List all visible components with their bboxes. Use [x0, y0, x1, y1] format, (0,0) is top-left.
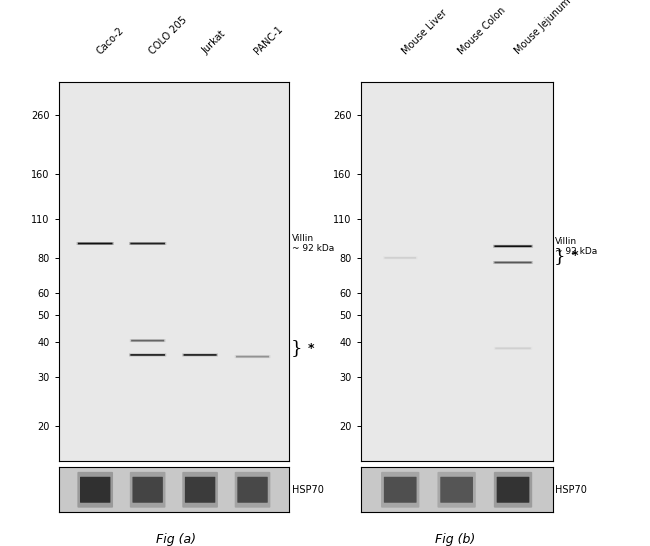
FancyBboxPatch shape [182, 472, 218, 508]
Text: Fig (b): Fig (b) [435, 533, 475, 546]
FancyBboxPatch shape [185, 477, 215, 503]
Text: Mouse Colon: Mouse Colon [457, 5, 508, 56]
FancyBboxPatch shape [384, 257, 416, 259]
FancyBboxPatch shape [131, 242, 165, 245]
Text: PANC-1: PANC-1 [253, 24, 285, 56]
FancyBboxPatch shape [237, 477, 268, 503]
Text: }: } [291, 340, 302, 358]
FancyBboxPatch shape [437, 472, 476, 508]
FancyBboxPatch shape [77, 242, 114, 245]
FancyBboxPatch shape [381, 472, 419, 508]
Text: Fig (a): Fig (a) [155, 533, 196, 546]
FancyBboxPatch shape [133, 477, 163, 503]
Text: HSP70: HSP70 [292, 485, 324, 495]
Text: }: } [554, 247, 565, 265]
FancyBboxPatch shape [493, 245, 533, 248]
FancyBboxPatch shape [235, 472, 270, 508]
FancyBboxPatch shape [384, 477, 417, 503]
FancyBboxPatch shape [495, 262, 532, 263]
FancyBboxPatch shape [129, 242, 166, 245]
Text: *: * [307, 342, 314, 355]
FancyBboxPatch shape [77, 472, 113, 508]
Text: Villin
~ 92 kDa: Villin ~ 92 kDa [292, 234, 334, 253]
FancyBboxPatch shape [130, 472, 166, 508]
Text: Mouse Liver: Mouse Liver [400, 8, 449, 56]
FancyBboxPatch shape [236, 356, 269, 358]
FancyBboxPatch shape [131, 340, 164, 341]
FancyBboxPatch shape [494, 347, 532, 350]
Text: HSP70: HSP70 [555, 485, 587, 495]
FancyBboxPatch shape [235, 355, 270, 358]
FancyBboxPatch shape [495, 347, 531, 349]
Text: *: * [572, 249, 578, 262]
FancyBboxPatch shape [182, 353, 218, 357]
FancyBboxPatch shape [129, 353, 166, 357]
FancyBboxPatch shape [78, 242, 112, 245]
FancyBboxPatch shape [494, 472, 532, 508]
Text: Mouse Jejunum: Mouse Jejunum [513, 0, 573, 56]
FancyBboxPatch shape [493, 261, 533, 264]
FancyBboxPatch shape [497, 477, 529, 503]
FancyBboxPatch shape [383, 257, 417, 259]
FancyBboxPatch shape [80, 477, 111, 503]
FancyBboxPatch shape [130, 339, 166, 342]
Text: Jurkat: Jurkat [200, 29, 227, 56]
Text: Villin
~ 92 kDa: Villin ~ 92 kDa [555, 236, 597, 256]
Text: COLO 205: COLO 205 [148, 15, 189, 56]
FancyBboxPatch shape [183, 354, 216, 356]
FancyBboxPatch shape [440, 477, 473, 503]
FancyBboxPatch shape [495, 245, 532, 247]
FancyBboxPatch shape [131, 354, 165, 356]
Text: Caco-2: Caco-2 [95, 25, 126, 56]
